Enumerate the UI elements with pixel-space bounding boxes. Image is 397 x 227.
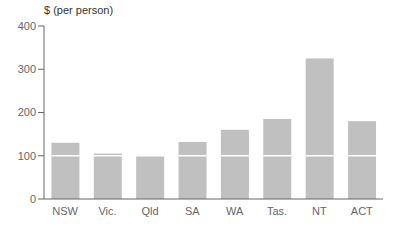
svg-text:400: 400 (18, 20, 36, 32)
html-text:$ (per person): $ (per person) (44, 4, 114, 16)
svg-text:200: 200 (18, 106, 36, 118)
svg-text:NT: NT (312, 205, 327, 217)
svg-text:ACT: ACT (351, 205, 373, 217)
svg-text:300: 300 (18, 63, 36, 75)
svg-text:NSW: NSW (52, 205, 78, 217)
svg-text:Qld: Qld (141, 205, 158, 217)
svg-text:SA: SA (185, 205, 200, 217)
svg-text:Tas.: Tas. (267, 205, 287, 217)
svg-text:Vic.: Vic. (98, 205, 116, 217)
svg-text:0: 0 (30, 193, 36, 205)
svg-text:WA: WA (226, 205, 244, 217)
svg-text:100: 100 (18, 150, 36, 162)
